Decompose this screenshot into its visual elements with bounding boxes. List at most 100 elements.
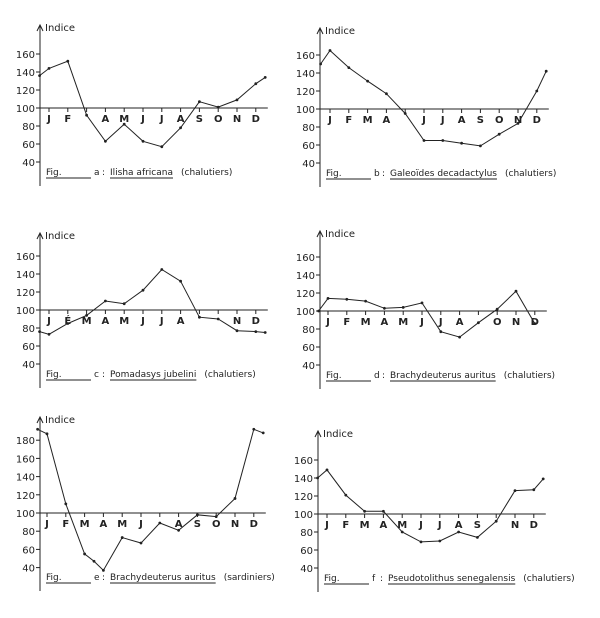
x-tick-label: A [175,519,183,530]
y-tick-label: 80 [22,527,35,538]
data-point [477,321,480,325]
data-point [460,141,463,145]
x-tick-label: M [82,316,92,327]
data-point [535,89,539,93]
x-tick-label: M [360,520,370,531]
y-tick-label: 160 [294,456,313,467]
y-tick-label: 80 [300,528,313,539]
data-point [532,488,536,492]
x-tick-label: J [419,317,424,328]
y-tick-label: 80 [22,324,35,335]
x-tick-label: O [495,115,504,126]
figure-label: Fig. [46,573,62,583]
data-point [214,515,218,519]
data-point [439,330,443,334]
data-point [122,302,126,306]
x-tick-label: D [252,316,260,327]
y-axis-arrow [314,429,322,438]
data-point [235,329,239,333]
data-point [92,559,96,563]
y-tick-label: 60 [302,141,315,152]
y-tick-label: 160 [16,252,35,263]
y-tick-label: 160 [296,51,315,62]
y-tick-label: 120 [296,289,315,300]
y-tick-label: 60 [22,342,35,353]
species-name: Brachydeuterus auritus [110,573,216,583]
data-point [235,98,239,102]
x-tick-label: J [140,114,145,125]
data-point [476,536,479,539]
data-point [254,82,258,86]
gear-type: (chalutiers) [523,574,574,584]
y-axis-label: Indice [325,26,355,37]
figure-colon: : [102,168,105,178]
y-tick-label: 140 [16,68,35,79]
data-point [216,105,220,109]
y-tick-label: 100 [296,105,315,116]
figure-colon: : [102,370,105,380]
x-tick-label: A [383,115,391,126]
data-point [66,59,70,63]
y-tick-label: 120 [296,87,315,98]
x-tick-label: D [530,520,538,531]
data-point [513,489,517,492]
data-point [420,301,424,305]
x-tick-label: S [196,114,203,125]
y-tick-label: 140 [296,69,315,80]
series-line [318,290,536,338]
data-point [479,144,482,148]
x-tick-label: A [177,114,185,125]
data-point [319,62,322,66]
x-tick-label: M [363,115,373,126]
x-tick-label: F [343,317,350,328]
y-tick-label: 40 [22,360,35,371]
data-point [141,288,145,292]
data-point [158,521,162,525]
chart-panel-d: Indice406080100120140160JFMAMJJAONDFig.d… [296,229,555,389]
series-line [317,469,544,543]
data-point [328,49,332,52]
x-tick-label: N [233,114,241,125]
x-tick-label: M [119,114,129,125]
data-point [102,568,105,572]
series-line [320,49,547,147]
data-point [364,299,367,303]
gear-type: (sardiniers) [224,573,275,583]
y-tick-label: 140 [294,474,313,485]
figure-letter: d [374,371,380,381]
y-tick-label: 40 [302,361,315,372]
x-tick-label: M [117,519,127,530]
data-point [64,502,68,506]
x-tick-label: F [342,520,349,531]
data-point [196,513,199,517]
data-point [45,432,49,436]
y-axis-arrow [36,415,44,424]
y-tick-label: 140 [296,271,315,282]
y-axis-arrow [316,229,324,238]
species-name: Brachydeuterus auritus [390,371,496,381]
figure-letter: f [372,574,376,584]
y-tick-label: 120 [16,288,35,299]
series-line [39,268,266,335]
y-axis-arrow [36,231,44,240]
y-axis-label: Indice [45,231,75,242]
gear-type: (chalutiers) [204,370,255,380]
species-name: Galeoïdes decadactylus [390,169,497,179]
x-tick-label: J [421,115,426,126]
x-tick-label: A [458,115,466,126]
data-point [38,330,41,333]
y-tick-label: 100 [16,509,35,520]
y-tick-label: 100 [296,307,315,318]
figure-colon: : [102,573,105,583]
data-point [316,476,319,480]
data-point [179,126,183,130]
y-tick-label: 140 [16,270,35,281]
x-tick-label: J [327,115,332,126]
data-point [177,528,181,532]
series-line [39,60,266,148]
x-tick-label: S [477,115,484,126]
data-point [533,322,537,325]
x-tick-label: J [138,519,143,530]
